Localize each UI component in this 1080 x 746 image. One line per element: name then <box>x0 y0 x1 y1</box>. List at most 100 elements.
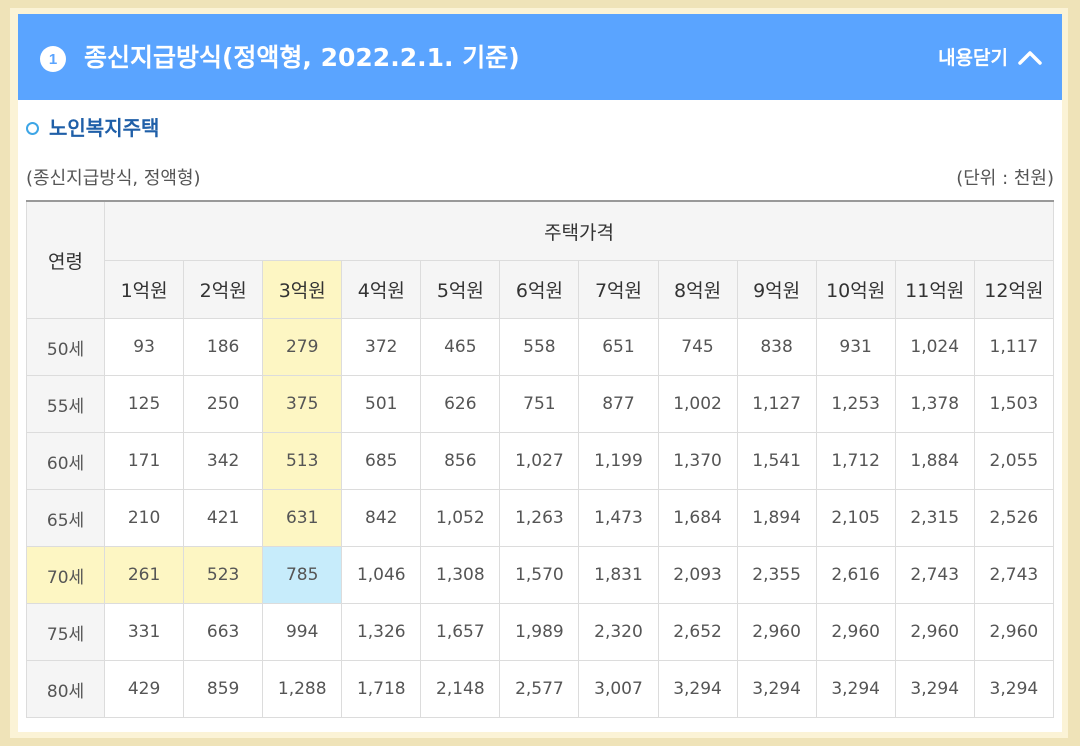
value-cell: 3,294 <box>973 660 1055 718</box>
value-cell: 2,093 <box>657 546 738 604</box>
value-cell: 685 <box>341 432 422 490</box>
value-cell: 751 <box>499 375 580 433</box>
age-cell: 55세 <box>25 375 106 433</box>
value-cell: 2,960 <box>815 603 896 661</box>
circle-bullet-icon <box>26 121 39 135</box>
value-cell: 2,652 <box>657 603 738 661</box>
subsection-heading: 노인복지주택 <box>26 114 159 142</box>
value-cell: 651 <box>578 318 659 376</box>
value-cell: 421 <box>183 489 264 547</box>
value-cell: 523 <box>183 546 264 604</box>
value-cell: 2,055 <box>973 432 1055 490</box>
value-cell: 2,960 <box>973 603 1055 661</box>
value-cell: 429 <box>104 660 185 718</box>
value-cell: 372 <box>341 318 422 376</box>
value-cell: 2,743 <box>894 546 975 604</box>
age-column-header: 연령 <box>25 200 106 319</box>
value-cell: 859 <box>183 660 264 718</box>
value-cell: 2,526 <box>973 489 1055 547</box>
value-cell: 1,712 <box>815 432 896 490</box>
value-cell: 465 <box>420 318 501 376</box>
value-cell: 631 <box>262 489 343 547</box>
value-cell: 1,288 <box>262 660 343 718</box>
table-row: 65세 210 421 631 842 1,052 1,263 1,473 1,684 1,894… <box>25 489 1055 547</box>
value-cell: 261 <box>104 546 185 604</box>
value-cell: 1,570 <box>499 546 580 604</box>
value-cell: 1,657 <box>420 603 501 661</box>
price-column-header: 1억원 <box>104 260 185 319</box>
value-cell: 171 <box>104 432 185 490</box>
value-cell: 279 <box>262 318 343 376</box>
value-cell: 2,960 <box>894 603 975 661</box>
value-cell: 3,294 <box>894 660 975 718</box>
price-column-header: 6억원 <box>499 260 580 319</box>
value-cell: 3,007 <box>578 660 659 718</box>
value-cell: 1,263 <box>499 489 580 547</box>
value-cell: 1,024 <box>894 318 975 376</box>
value-cell: 1,503 <box>973 375 1055 433</box>
age-cell: 60세 <box>25 432 106 490</box>
value-cell: 1,027 <box>499 432 580 490</box>
table-caption: (종신지급방식, 정액형) <box>26 168 201 189</box>
value-cell: 2,148 <box>420 660 501 718</box>
value-cell: 1,473 <box>578 489 659 547</box>
value-cell: 125 <box>104 375 185 433</box>
value-cell: 93 <box>104 318 185 376</box>
value-cell: 931 <box>815 318 896 376</box>
value-cell: 2,577 <box>499 660 580 718</box>
value-cell: 375 <box>262 375 343 433</box>
outer-frame: 1 종신지급방식(정액형, 2022.2.1. 기준) 내용닫기 노인복지주택 … <box>10 8 1068 738</box>
table-row: 75세 331 663 994 1,326 1,657 1,989 2,320 2,652 2,9… <box>25 603 1055 661</box>
value-cell: 2,743 <box>973 546 1055 604</box>
price-column-header: 7억원 <box>578 260 659 319</box>
table-row: 55세 125 250 375 501 626 751 877 1,002 1,127 1,253 1… <box>25 375 1055 433</box>
value-cell: 2,320 <box>578 603 659 661</box>
table-row: 70세 261 523 785 1,046 1,308 1,570 1,831 2,093 2,3… <box>25 546 1055 604</box>
close-content-button[interactable]: 내용닫기 <box>938 42 1044 74</box>
value-cell: 3,294 <box>815 660 896 718</box>
value-cell: 1,541 <box>736 432 817 490</box>
value-cell: 1,253 <box>815 375 896 433</box>
value-cell: 1,378 <box>894 375 975 433</box>
price-column-header: 11억원 <box>894 260 975 319</box>
value-cell: 1,002 <box>657 375 738 433</box>
value-cell: 1,308 <box>420 546 501 604</box>
value-cell: 1,684 <box>657 489 738 547</box>
table-row: 50세 93 186 279 372 465 558 651 745 838 931 1,024 1,1… <box>25 318 1055 376</box>
value-cell: 626 <box>420 375 501 433</box>
section-number-badge: 1 <box>40 46 66 72</box>
value-cell: 2,315 <box>894 489 975 547</box>
price-column-header: 3억원 <box>262 260 343 319</box>
value-cell: 1,052 <box>420 489 501 547</box>
content-panel: 1 종신지급방식(정액형, 2022.2.1. 기준) 내용닫기 노인복지주택 … <box>18 14 1062 732</box>
value-cell: 2,616 <box>815 546 896 604</box>
pension-table: 연령 주택가격 1억원 2억원 3억원 4억원 5억원 6억원 7억원 8억원 9억원 10억원 1… <box>25 200 1055 718</box>
value-cell: 2,105 <box>815 489 896 547</box>
age-cell: 50세 <box>25 318 106 376</box>
price-column-header: 12억원 <box>973 260 1055 319</box>
value-cell: 513 <box>262 432 343 490</box>
value-cell: 1,046 <box>341 546 422 604</box>
value-cell: 1,199 <box>578 432 659 490</box>
accordion-header[interactable]: 1 종신지급방식(정액형, 2022.2.1. 기준) 내용닫기 <box>18 14 1062 100</box>
price-column-header: 2억원 <box>183 260 264 319</box>
section-title: 종신지급방식(정액형, 2022.2.1. 기준) <box>84 43 520 72</box>
price-column-header: 4억원 <box>341 260 422 319</box>
value-cell: 3,294 <box>657 660 738 718</box>
value-cell: 2,355 <box>736 546 817 604</box>
value-cell: 994 <box>262 603 343 661</box>
age-cell: 75세 <box>25 603 106 661</box>
age-cell: 65세 <box>25 489 106 547</box>
age-cell: 80세 <box>25 660 106 718</box>
value-cell: 877 <box>578 375 659 433</box>
value-cell: 331 <box>104 603 185 661</box>
value-cell: 1,989 <box>499 603 580 661</box>
close-content-label: 내용닫기 <box>938 47 1008 69</box>
price-column-header: 5억원 <box>420 260 501 319</box>
age-cell: 70세 <box>25 546 106 604</box>
price-column-header: 9억원 <box>736 260 817 319</box>
value-cell: 785 <box>262 546 343 604</box>
table-row: 60세 171 342 513 685 856 1,027 1,199 1,370 1,541 1,… <box>25 432 1055 490</box>
value-cell: 1,127 <box>736 375 817 433</box>
value-cell: 1,894 <box>736 489 817 547</box>
